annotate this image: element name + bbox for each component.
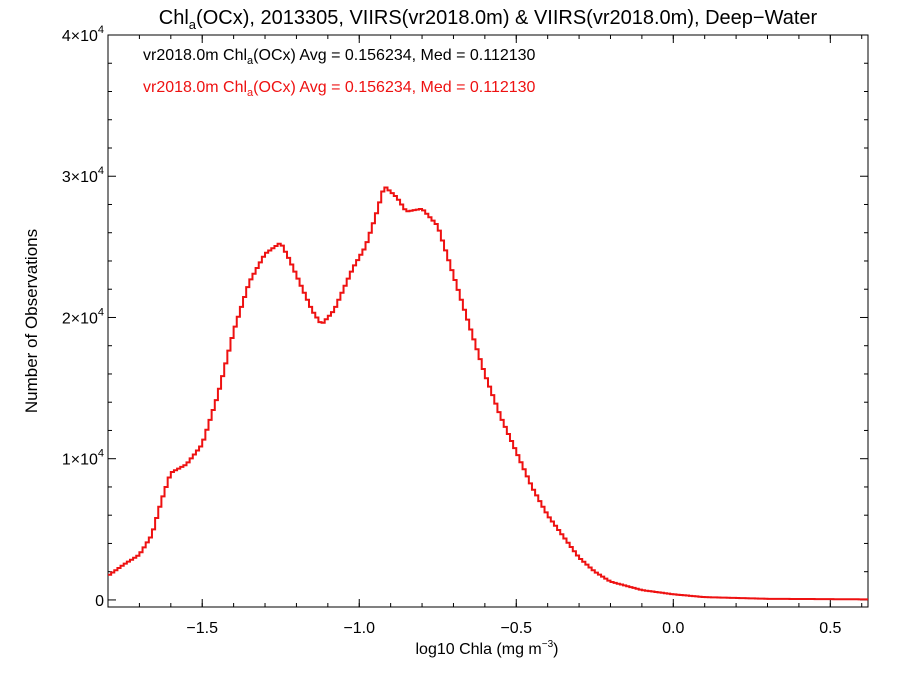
y-tick-label: 4×104	[62, 24, 104, 45]
annotation-stats: (OCx) Avg = 0.156234, Med = 0.112130	[253, 47, 535, 64]
x-tick-label: 0.0	[662, 620, 684, 637]
y-tick-mantissa: 2×10	[62, 310, 98, 327]
annotations: vr2018.0m Chla(OCx) Avg = 0.156234, Med …	[143, 47, 536, 99]
y-tick-exponent: 4	[98, 24, 104, 36]
y-tick-exponent: 4	[98, 306, 104, 318]
annotation-text: vr2018.0m Chl	[143, 79, 247, 96]
x-axis-label: log10 Chla (mg m−3)	[415, 639, 558, 658]
y-tick-mantissa: 3×10	[62, 169, 98, 186]
annotation-line-2: vr2018.0m Chla(OCx) Avg = 0.156234, Med …	[143, 79, 536, 99]
y-tick-exponent: 4	[98, 165, 104, 177]
y-tick-mantissa: 4×10	[62, 28, 98, 45]
y-tick-mantissa: 1×10	[62, 452, 98, 469]
annotation-text: vr2018.0m Chl	[143, 47, 247, 64]
y-tick-mantissa: 0	[95, 593, 104, 610]
x-axis-label-sup: −3	[542, 639, 554, 650]
y-tick-label: 1×104	[62, 448, 104, 469]
y-tick-label: 3×104	[62, 165, 104, 186]
y-tick-label: 0	[95, 593, 104, 610]
annotation-stats: (OCx) Avg = 0.156234, Med = 0.112130	[253, 79, 535, 96]
x-tick-label: −1.0	[343, 620, 375, 637]
series-line	[108, 186, 868, 601]
x-tick-label: 0.5	[819, 620, 841, 637]
chart-title-rest: (OCx), 2013305, VIIRS(vr2018.0m) & VIIRS…	[196, 7, 818, 29]
annotation-subscript: a	[247, 87, 254, 99]
chart-title-subscript: a	[189, 17, 197, 32]
x-tick-label: −0.5	[500, 620, 532, 637]
chart-title: Chla(OCx), 2013305, VIIRS(vr2018.0m) & V…	[159, 7, 818, 32]
x-axis-label-close: )	[553, 641, 558, 658]
annotation-subscript: a	[247, 55, 254, 67]
x-axis-ticks: −1.5 −1.0 −0.5 0.0 0.5	[107, 35, 863, 637]
y-tick-exponent: 4	[98, 448, 104, 460]
chart-title-prefix: Chl	[159, 7, 189, 29]
y-axis-label: Number of Observations	[22, 229, 41, 413]
x-tick-label: −1.5	[186, 620, 218, 637]
annotation-line-1: vr2018.0m Chla(OCx) Avg = 0.156234, Med …	[143, 47, 536, 67]
y-tick-label: 2×104	[62, 306, 104, 327]
x-axis-label-text: log10 Chla (mg m	[415, 641, 541, 658]
plot-frame	[107, 34, 869, 608]
